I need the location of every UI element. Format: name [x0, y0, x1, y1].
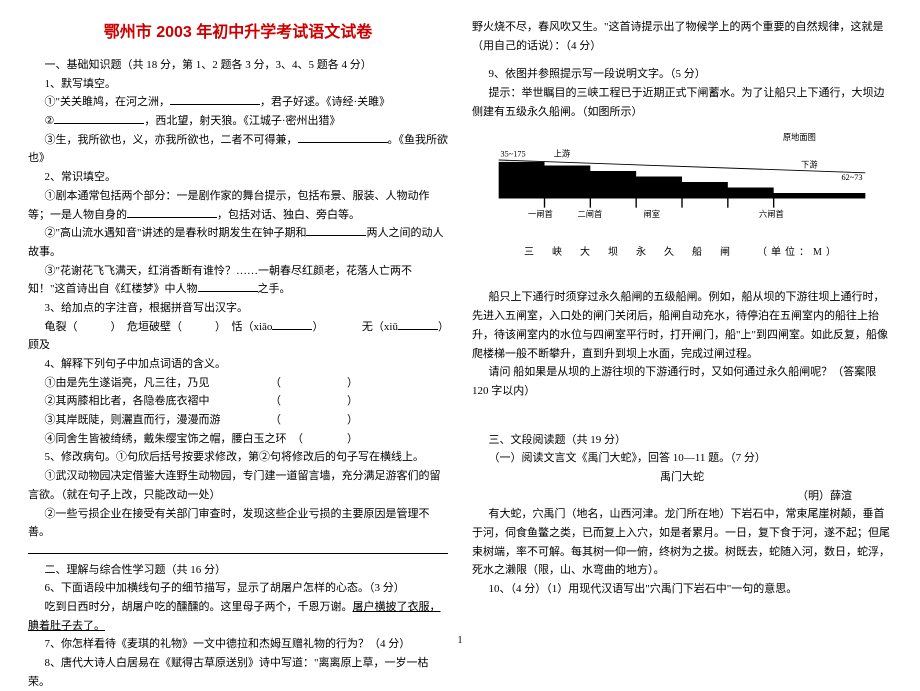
q4-item-2: ②其两膝相比者，各隐卷底衣褶中 （ ） [28, 392, 448, 411]
q9: 9、依图并参照提示写一段说明文字。（5 分） [472, 65, 892, 84]
diagram-label-right-elev: 62~73 [842, 174, 863, 183]
q2-item-3: ③"花谢花飞飞满天，红消香断有谁怜？……一朝春尽红颜老，花落人亡两不知！"这首诗… [28, 262, 448, 299]
q9-paragraph-2: 请问 船如果是从坝的上游往坝的下游通行时，又如何通过永久船闸呢？（答案限 120… [472, 363, 892, 400]
diagram-label-left-elev: 35~175 [501, 150, 526, 159]
q10: 10、（4 分）（1）用现代汉语写出"穴禹门下岩石中"一句的意思。 [472, 580, 892, 599]
section-1-header: 一、基础知识题（共 18 分，第 1、2 题各 3 分，3、4、5 题各 4 分… [28, 56, 448, 75]
q6-text: 吃到日西时分，胡屠户吃的醺醺的。这里母子两个，千恩万谢。屠户横披了衣服，腆着肚子… [28, 598, 448, 635]
diagram-label-downstream: 下游 [801, 160, 818, 170]
page-number: 1 [458, 635, 463, 646]
q1: 1、默写填空。 [28, 75, 448, 94]
q6: 6、下面语段中加横线句子的细节描写，显示了胡屠户怎样的心态。（3 分） [28, 579, 448, 598]
blank[interactable] [198, 281, 258, 292]
q8: 8、唐代大诗人白居易在《赋得古草原送别》诗中写道："离离原上草，一岁一枯荣。 [28, 654, 448, 691]
blank[interactable] [306, 225, 366, 236]
q4: 4、解释下列句子中加点词语的含义。 [28, 355, 448, 374]
q5-item-2: ②一些亏损企业在接受有关部门审查时，发现这些企业亏损的主要原因是管理不善。 [28, 505, 448, 542]
answer-line[interactable] [28, 542, 448, 561]
exam-title: 鄂州市 2003 年初中升学考试语文试卷 [28, 18, 448, 42]
blank[interactable] [54, 113, 144, 124]
diagram-caption: 三 峡 大 坝 永 久 船 闸 （单位：M） [472, 243, 892, 258]
chamber-label: 闸室 [644, 209, 661, 219]
q5-item-1: ①武汉动物园决定借鉴大连野生动物园，专门建一道留言墙，充分满足游客们的留言欲。（… [28, 467, 448, 504]
poem-body: 有大蛇，穴禹门（地名，山西河津。龙门所在地）下岩石中，常束尾崖树颠，垂首于河，伺… [472, 505, 892, 580]
q7: 7、你怎样看待《麦琪的礼物》一文中德拉和杰姆互赠礼物的行为？（4 分） [28, 635, 448, 654]
q1-item-3: ③生，我所欲也，义，亦我所欲也，二者不可得兼，。《鱼我所欲也》 [28, 131, 448, 168]
q5: 5、修改病句。①句欣后括号按要求修改，第②句将修改后的句子写在横线上。 [28, 448, 448, 467]
q8-continued: 野火烧不尽，春风吹又生。"这首诗提示出了物候学上的两个重要的自然规律，这就是（用… [472, 18, 892, 55]
q3: 3、给加点的字注音，根据拼音写出汉字。 [28, 299, 448, 318]
poem-title: 禹门大蛇 [472, 468, 892, 487]
blank[interactable] [127, 207, 217, 218]
q4-item-1: ①由是先生遂诣亮，凡三往，乃见 （ ） [28, 374, 448, 393]
q4-item-3: ③其岸既陡，则灑直而行，漫漫而游 （ ） [28, 411, 448, 430]
q9-hint: 提示：举世瞩目的三峡工程已于近期正式下闸蓄水。为了让船只上下通行，大坝边侧建有五… [472, 84, 892, 121]
q1-item-2: ②，西北望，射天狼。《江城子·密州出猎》 [28, 112, 448, 131]
q2: 2、常识填空。 [28, 168, 448, 187]
gate-1-label: 一闸首 [528, 209, 553, 219]
q1-item-1: ①"关关雎鸠，在河之洲，，君子好逑。《诗经·关雎》 [28, 93, 448, 112]
gate-6-label: 六闸首 [759, 209, 784, 219]
diagram-label-upstream: 上游 [554, 149, 571, 159]
section-3-sub: （一）阅读文言文《禹门大蛇》，回答 10—11 题。（7 分） [472, 449, 892, 468]
blank[interactable] [272, 319, 312, 330]
section-3-header: 三、文段阅读题（共 19 分） [472, 431, 892, 450]
gate-2-label: 二闸首 [578, 209, 603, 219]
left-column: 鄂州市 2003 年初中升学考试语文试卷 一、基础知识题（共 18 分，第 1、… [28, 18, 448, 642]
poem-author: （明）薛渲 [472, 487, 892, 506]
blank[interactable] [398, 319, 438, 330]
q2-item-2: ②"高山流水遇知音"讲述的是春秋时期发生在钟子期和两人之间的动人故事。 [28, 224, 448, 261]
q4-item-4: ④同舍生皆被绮绣，戴朱缨宝饰之帽，腰白玉之环 （ ） [28, 430, 448, 449]
right-column: 野火烧不尽，春风吹又生。"这首诗提示出了物候学上的两个重要的自然规律，这就是（用… [472, 18, 892, 642]
dam-lock-diagram: 原地面图 35~175 上游 下游 62~73 一闸首 二闸首 闸室 六闸首 [472, 127, 892, 237]
diagram-label-top: 原地面图 [783, 132, 816, 142]
section-2-header: 二、理解与综合性学习题（共 16 分） [28, 561, 448, 580]
q9-paragraph-1: 船只上下通行时须穿过永久船闸的五级船闸。例如，船从坝的下游往坝上通行时，先进入五… [472, 288, 892, 363]
q2-item-1: ①剧本通常包括两个部分：一是剧作家的舞台提示，包括布景、服装、人物动作等；一是人… [28, 187, 448, 224]
blank[interactable] [298, 132, 388, 143]
q3-line: 龟裂（ ） 危垣破壁（ ） 恬（xiāo） 无（xiū） 顾及 [28, 318, 448, 355]
blank[interactable] [170, 94, 260, 105]
